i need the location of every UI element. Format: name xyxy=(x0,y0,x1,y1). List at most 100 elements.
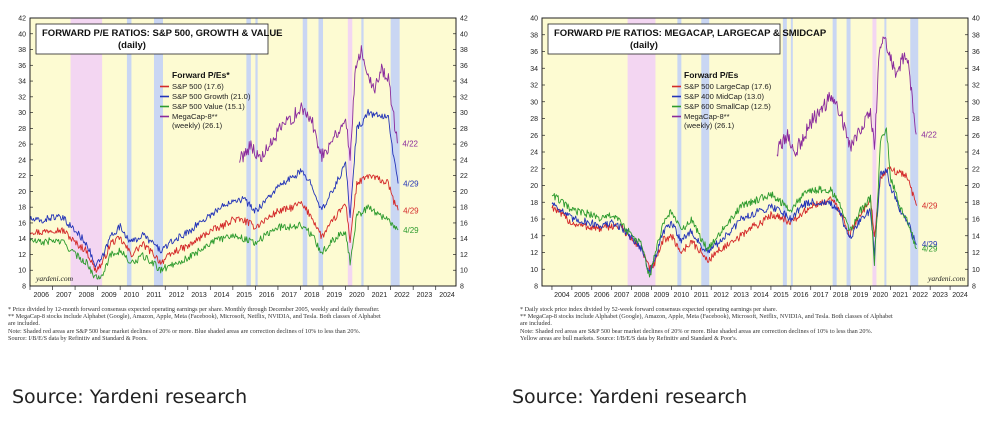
chart-title: FORWARD P/E RATIOS: MEGACAP, LARGECAP & … xyxy=(554,28,827,39)
y-tick-label-right: 18 xyxy=(460,205,468,212)
correction-shade xyxy=(782,18,787,286)
series-end-label: 4/29 xyxy=(922,240,938,249)
x-tick-label: 2021 xyxy=(893,292,909,299)
series-line xyxy=(551,166,918,272)
title-box-frame xyxy=(35,23,269,55)
y-tick-label-left: 16 xyxy=(530,217,538,224)
y-tick-label-right: 40 xyxy=(460,31,468,38)
correction-shade xyxy=(255,18,258,286)
y-tick-label-right: 42 xyxy=(460,16,468,23)
series-line xyxy=(551,127,917,278)
legend-entry: S&P 500 Growth (21.0) xyxy=(172,92,251,101)
y-tick-label-right: 22 xyxy=(972,166,980,173)
correction-shade xyxy=(677,18,682,286)
y-tick-label-left: 22 xyxy=(530,166,538,173)
x-tick-label: 2013 xyxy=(733,292,749,299)
y-tick-label-left: 8 xyxy=(22,284,26,291)
footnotes-right: * Daily stock price index divided by 52-… xyxy=(520,306,996,342)
x-tick-label: 2009 xyxy=(654,292,670,299)
chart-title-box: FORWARD P/E RATIOS: S&P 500, GROWTH & VA… xyxy=(35,23,283,55)
y-tick-label-right: 8 xyxy=(460,284,464,291)
y-tick-label-left: 26 xyxy=(530,133,538,140)
y-tick-label-right: 28 xyxy=(972,116,980,123)
legend-entry: MegaCap-8** xyxy=(684,112,730,121)
x-tick-label: 2012 xyxy=(713,292,729,299)
footnote-line: ** MegaCap-8 stocks include Alphabet (Go… xyxy=(8,313,381,321)
y-tick-label-right: 24 xyxy=(460,157,468,164)
legend-entry: S&P 500 (17.6) xyxy=(172,82,224,91)
series-line xyxy=(29,108,399,268)
y-tick-label-left: 8 xyxy=(534,284,538,291)
correction-shade xyxy=(884,18,887,286)
footnotes-left: * Price divided by 12-month forward cons… xyxy=(8,306,484,342)
y-tick-label-left: 20 xyxy=(530,183,538,190)
legend-entry: MegaCap-8** xyxy=(172,112,218,121)
chart-title: FORWARD P/E RATIOS: S&P 500, GROWTH & VA… xyxy=(42,28,283,39)
series-end-label: 4/29 xyxy=(922,244,938,253)
y-tick-label-left: 36 xyxy=(530,49,538,56)
y-tick-label-left: 40 xyxy=(18,31,26,38)
x-tick-label: 2006 xyxy=(594,292,610,299)
chart-panel-right: 4/29 4/29 4/29 4/22 8 8 10 10 12 12 14 14 16 16 18 18 20… xyxy=(512,6,1000,351)
y-tick-label-right: 30 xyxy=(972,99,980,106)
y-tick-label-left: 22 xyxy=(18,173,26,180)
chart-subtitle: (daily) xyxy=(118,40,146,51)
y-tick-label-right: 14 xyxy=(460,236,468,243)
correction-shade xyxy=(846,18,851,286)
series-end-label: 4/22 xyxy=(402,139,418,148)
legend-entry: S&P 400 MidCap (13.0) xyxy=(684,92,765,101)
y-tick-label-left: 16 xyxy=(18,220,26,227)
y-tick-label-left: 18 xyxy=(18,205,26,212)
correction-shade xyxy=(832,18,837,286)
x-tick-label: 2017 xyxy=(281,292,297,299)
x-tick-label: 2013 xyxy=(191,292,207,299)
legend-entry: S&P 600 SmallCap (12.5) xyxy=(684,102,771,111)
source-caption-left: Source: Yardeni research xyxy=(12,386,248,408)
x-tick-label: 2022 xyxy=(912,292,928,299)
series-line xyxy=(239,45,398,163)
y-tick-label-right: 10 xyxy=(460,268,468,275)
y-tick-label-left: 38 xyxy=(530,32,538,39)
bear-market-shade xyxy=(627,18,656,286)
footnote-line: Note: Shaded red areas are S&P 500 bear … xyxy=(8,327,361,335)
y-tick-label-right: 24 xyxy=(972,150,980,157)
x-tick-label: 2019 xyxy=(326,292,342,299)
x-tick-label: 2006 xyxy=(33,292,49,299)
chart-subtitle: (daily) xyxy=(630,40,658,51)
y-tick-label-left: 14 xyxy=(530,233,538,240)
source-caption-right: Source: Yardeni research xyxy=(512,386,748,408)
x-tick-label: 2021 xyxy=(372,292,388,299)
y-tick-label-right: 26 xyxy=(972,133,980,140)
footnote-line: Source: I/B/E/S data by Refinitiv and St… xyxy=(8,334,148,342)
series-line xyxy=(29,204,399,280)
series-line xyxy=(551,168,917,274)
x-tick-label: 2007 xyxy=(614,292,630,299)
y-tick-label-left: 24 xyxy=(18,157,26,164)
chart-credit: yardeni.com xyxy=(35,274,74,283)
y-tick-label-right: 20 xyxy=(972,183,980,190)
x-tick-label: 2005 xyxy=(574,292,590,299)
x-tick-label: 2014 xyxy=(753,292,769,299)
x-tick-label: 2016 xyxy=(259,292,275,299)
x-tick-label: 2015 xyxy=(773,292,789,299)
y-tick-label-left: 38 xyxy=(18,47,26,54)
y-tick-label-left: 28 xyxy=(530,116,538,123)
y-tick-label-right: 16 xyxy=(972,217,980,224)
x-tick-label: 2020 xyxy=(873,292,889,299)
y-tick-label-right: 38 xyxy=(972,32,980,39)
chart-credit: yardeni.com xyxy=(927,274,966,283)
legend-title: Forward P/Es xyxy=(684,70,739,80)
footnote-line: are included. xyxy=(8,320,40,328)
title-box-frame xyxy=(547,23,781,55)
legend-title: Forward P/Es* xyxy=(172,70,230,80)
series-line xyxy=(29,174,399,273)
y-tick-label-left: 10 xyxy=(530,267,538,274)
y-tick-label-right: 36 xyxy=(460,63,468,70)
correction-shade xyxy=(790,18,793,286)
x-tick-label: 2007 xyxy=(56,292,72,299)
chart-panel-left: 4/29 4/29 4/29 4/22 8 8 10 10 12 12 14 14 16 16 18 18 20… xyxy=(0,6,488,351)
y-tick-label-right: 28 xyxy=(460,126,468,133)
y-tick-label-left: 30 xyxy=(530,99,538,106)
correction-shade xyxy=(302,18,308,286)
correction-shade xyxy=(701,18,710,286)
